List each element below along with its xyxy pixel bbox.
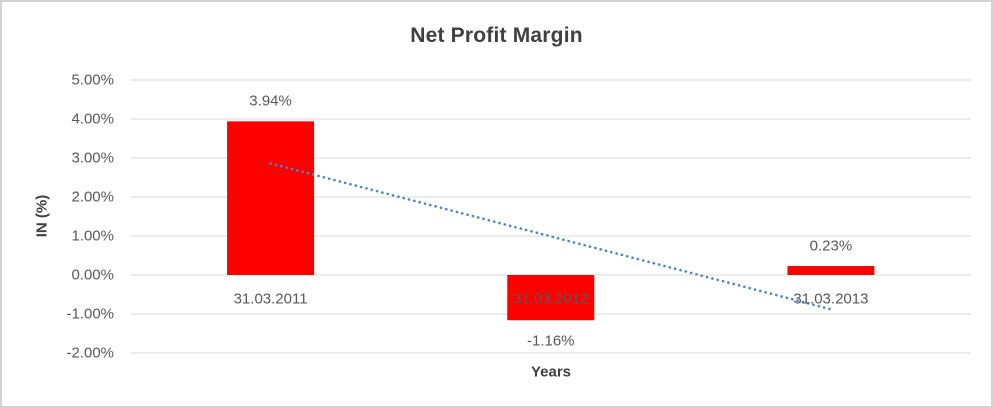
- category-label: 31.03.2012: [513, 290, 589, 308]
- x-axis-title: Years: [530, 363, 572, 381]
- chart-title: Net Profit Margin: [410, 24, 583, 47]
- data-label: 0.23%: [809, 237, 853, 255]
- y-axis-tick-label: 0.00%: [71, 266, 114, 284]
- category-label: 31.03.2013: [793, 290, 869, 308]
- bar: [787, 266, 875, 275]
- y-axis-tick-label: -1.00%: [66, 305, 114, 323]
- bar: [227, 121, 315, 275]
- y-axis-tick-label: -2.00%: [66, 344, 114, 362]
- category-label: 31.03.2011: [233, 290, 308, 308]
- bar: [507, 275, 595, 321]
- y-axis-tick-label: 2.00%: [71, 188, 114, 206]
- data-label: -1.16%: [526, 332, 575, 350]
- y-axis-tick-label: 4.00%: [71, 110, 114, 128]
- y-axis-tick-label: 3.00%: [71, 149, 114, 167]
- y-axis-tick-label: 5.00%: [71, 71, 114, 89]
- y-axis-tick-label: 1.00%: [71, 227, 114, 245]
- data-label: 3.94%: [249, 92, 292, 110]
- bar-series: [227, 121, 875, 321]
